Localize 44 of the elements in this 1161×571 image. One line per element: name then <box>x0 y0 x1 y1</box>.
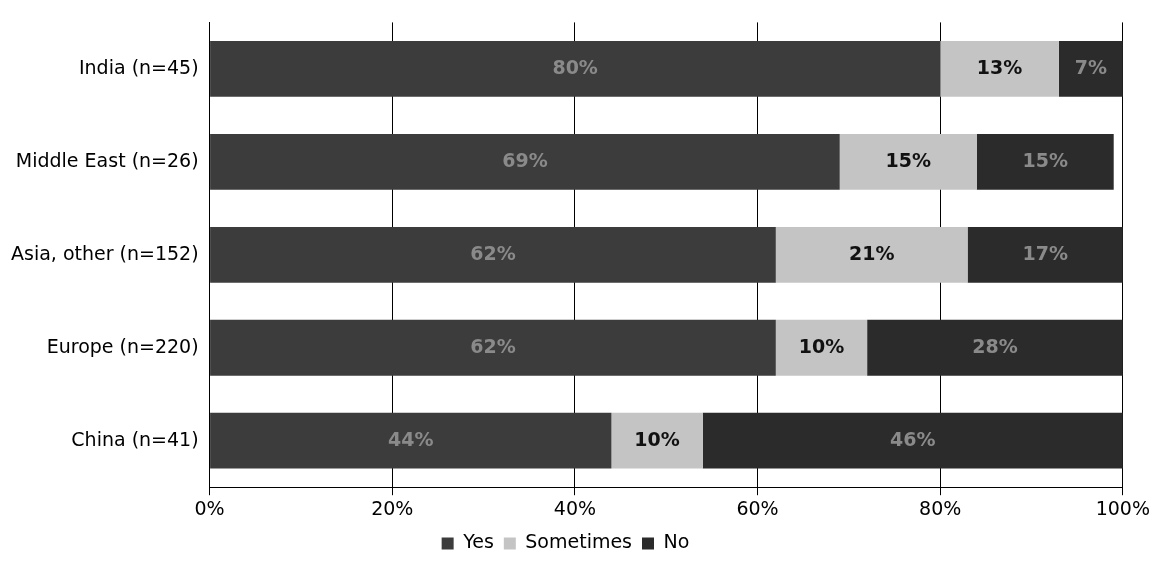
data-label: 10% <box>798 334 845 357</box>
x-tick-label: 40% <box>553 496 597 519</box>
data-label: 62% <box>470 334 516 357</box>
bar <box>775 319 868 376</box>
data-label: 10% <box>634 427 680 450</box>
y-tick-label: India (n=45) <box>78 55 199 78</box>
x-tick-label: 80% <box>919 496 962 519</box>
legend-label: No <box>663 530 690 553</box>
bar <box>210 319 776 376</box>
data-label: 13% <box>976 55 1023 78</box>
data-label: 15% <box>885 148 931 171</box>
bar <box>867 319 1123 376</box>
data-label: 80% <box>552 55 598 78</box>
y-tick-label: Europe (n=220) <box>46 334 199 357</box>
data-label: 62% <box>470 241 516 264</box>
bar <box>611 412 703 469</box>
bar <box>1058 40 1123 97</box>
data-label: 21% <box>848 241 895 264</box>
x-tick-label: 100% <box>1095 496 1150 519</box>
data-label: 17% <box>1022 241 1068 264</box>
data-label: 7% <box>1074 55 1108 78</box>
data-label: 46% <box>890 427 936 450</box>
data-label: 15% <box>1022 148 1068 171</box>
data-label: 69% <box>502 148 548 171</box>
data-label: 44% <box>388 427 434 450</box>
y-tick-label: Middle East (n=26) <box>15 148 199 171</box>
legend-label: Yes <box>462 530 494 553</box>
bar <box>967 226 1123 283</box>
bar <box>210 40 941 97</box>
legend-label: Sometimes <box>525 530 633 553</box>
bar <box>210 412 612 469</box>
bar <box>210 133 840 190</box>
x-tick-label: 0% <box>194 496 225 519</box>
x-tick-label: 20% <box>371 496 414 519</box>
y-tick-label: China (n=41) <box>71 427 199 450</box>
bar <box>775 226 968 283</box>
x-tick-label: 60% <box>736 496 779 519</box>
bar <box>702 412 1123 469</box>
bar <box>976 133 1114 190</box>
bar <box>940 40 1059 97</box>
y-tick-label: Asia, other (n=152) <box>11 241 199 264</box>
data-label: 28% <box>972 334 1018 357</box>
bar <box>839 133 977 190</box>
bar <box>210 226 776 283</box>
